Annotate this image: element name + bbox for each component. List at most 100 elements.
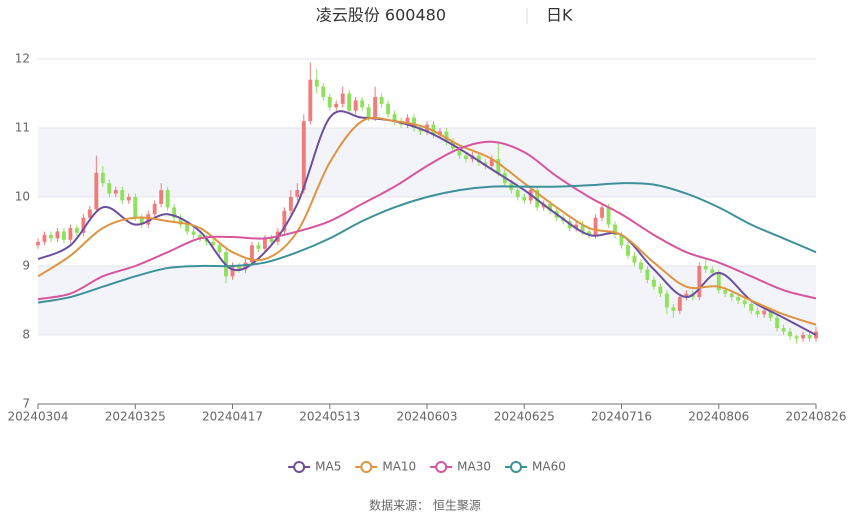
candle-body xyxy=(664,293,669,308)
candle-body xyxy=(172,207,177,218)
grid-band xyxy=(38,128,816,197)
x-tick-label: 20240716 xyxy=(591,410,652,424)
candle-body xyxy=(42,234,47,242)
x-tick-label: 20240625 xyxy=(494,410,555,424)
candle-body xyxy=(107,183,112,194)
candle-body xyxy=(295,190,300,197)
candle-body xyxy=(392,114,397,122)
candle-body xyxy=(457,148,462,156)
candle-body xyxy=(645,269,650,280)
candle-body xyxy=(61,231,66,240)
y-tick-label: 11 xyxy=(15,121,30,135)
y-tick-label: 8 xyxy=(22,328,30,342)
ma-line xyxy=(37,182,817,304)
x-tick-label: 20240826 xyxy=(785,410,846,424)
candle-body xyxy=(742,300,747,304)
candle-body xyxy=(321,86,326,97)
candle-body xyxy=(658,286,663,294)
candle-body xyxy=(360,100,365,108)
source-note: 数据来源： 恒生聚源 xyxy=(369,498,481,513)
candle-body xyxy=(191,231,196,235)
candle-body xyxy=(651,279,656,287)
candle-body xyxy=(613,224,617,235)
candle-body xyxy=(159,190,164,204)
x-tick-label: 20240806 xyxy=(688,410,749,424)
y-tick-label: 12 xyxy=(15,52,30,66)
candle-body xyxy=(580,224,585,232)
candle-body xyxy=(133,197,138,218)
candle-body xyxy=(308,79,313,122)
candle-body xyxy=(165,190,170,208)
ma-line xyxy=(37,140,817,301)
legend-item: MA10 xyxy=(355,460,416,474)
candle-body xyxy=(49,234,53,239)
candle-body xyxy=(723,290,728,294)
candle-body xyxy=(94,172,99,210)
candle-body xyxy=(755,310,760,315)
candle-body xyxy=(373,96,378,118)
candle-body xyxy=(489,159,494,166)
candle-body xyxy=(347,93,352,111)
x-tick-label: 20240417 xyxy=(202,410,263,424)
candle-body xyxy=(327,96,332,108)
candle-body xyxy=(522,197,527,201)
candle-body xyxy=(68,228,73,240)
candle-body xyxy=(113,190,118,194)
x-tick-label: 20240304 xyxy=(7,410,68,424)
candle-body xyxy=(768,310,773,318)
candle-body xyxy=(126,197,131,201)
ma-line xyxy=(37,110,817,336)
candle-body xyxy=(87,209,92,218)
candle-body xyxy=(120,190,125,201)
legend-item: MA60 xyxy=(505,460,566,474)
candle-body xyxy=(749,303,754,311)
legend-label: MA10 xyxy=(382,460,416,474)
legend-swatch-dot xyxy=(360,461,373,473)
candle-body xyxy=(716,272,721,291)
candle-body xyxy=(146,214,151,225)
legend-swatch-dot xyxy=(293,461,306,473)
candle-body xyxy=(74,228,79,233)
candle-body xyxy=(781,328,786,332)
candle-body xyxy=(593,217,598,235)
x-tick-label: 20240325 xyxy=(105,410,166,424)
candle-body xyxy=(587,231,592,235)
candle-body xyxy=(677,297,682,311)
candle-body xyxy=(353,100,358,111)
candle-body xyxy=(262,238,267,249)
candle-body xyxy=(684,293,689,298)
candle-body xyxy=(198,234,203,239)
candle-body xyxy=(288,197,293,211)
candle-body xyxy=(250,245,254,263)
candle-body xyxy=(671,307,676,311)
candle-body xyxy=(736,297,741,301)
candle-body xyxy=(217,245,222,253)
legend-label: MA5 xyxy=(315,460,341,474)
y-tick-label: 10 xyxy=(15,190,30,204)
candle-body xyxy=(710,269,715,273)
candle-body xyxy=(139,217,144,225)
candle-body xyxy=(100,172,105,184)
legend: MA5 MA10 MA30 MA60 xyxy=(288,460,566,474)
y-tick-label: 7 xyxy=(22,397,30,411)
candle-body xyxy=(606,207,611,225)
candle-body xyxy=(476,155,481,163)
candle-body xyxy=(697,266,702,298)
candle-body xyxy=(366,107,371,118)
candle-body xyxy=(600,207,604,218)
candle-body xyxy=(405,117,410,125)
candle-body xyxy=(626,245,630,256)
candle-body xyxy=(703,266,708,270)
candle-body xyxy=(729,293,734,298)
candle-body xyxy=(269,238,274,242)
x-tick-label: 20240603 xyxy=(396,410,457,424)
ma-line xyxy=(37,116,817,326)
legend-item: MA30 xyxy=(430,460,491,474)
candle-body xyxy=(282,210,287,232)
candle-body xyxy=(36,241,40,246)
candle-body xyxy=(639,262,643,270)
candle-body xyxy=(438,131,442,135)
candle-body xyxy=(237,266,241,270)
